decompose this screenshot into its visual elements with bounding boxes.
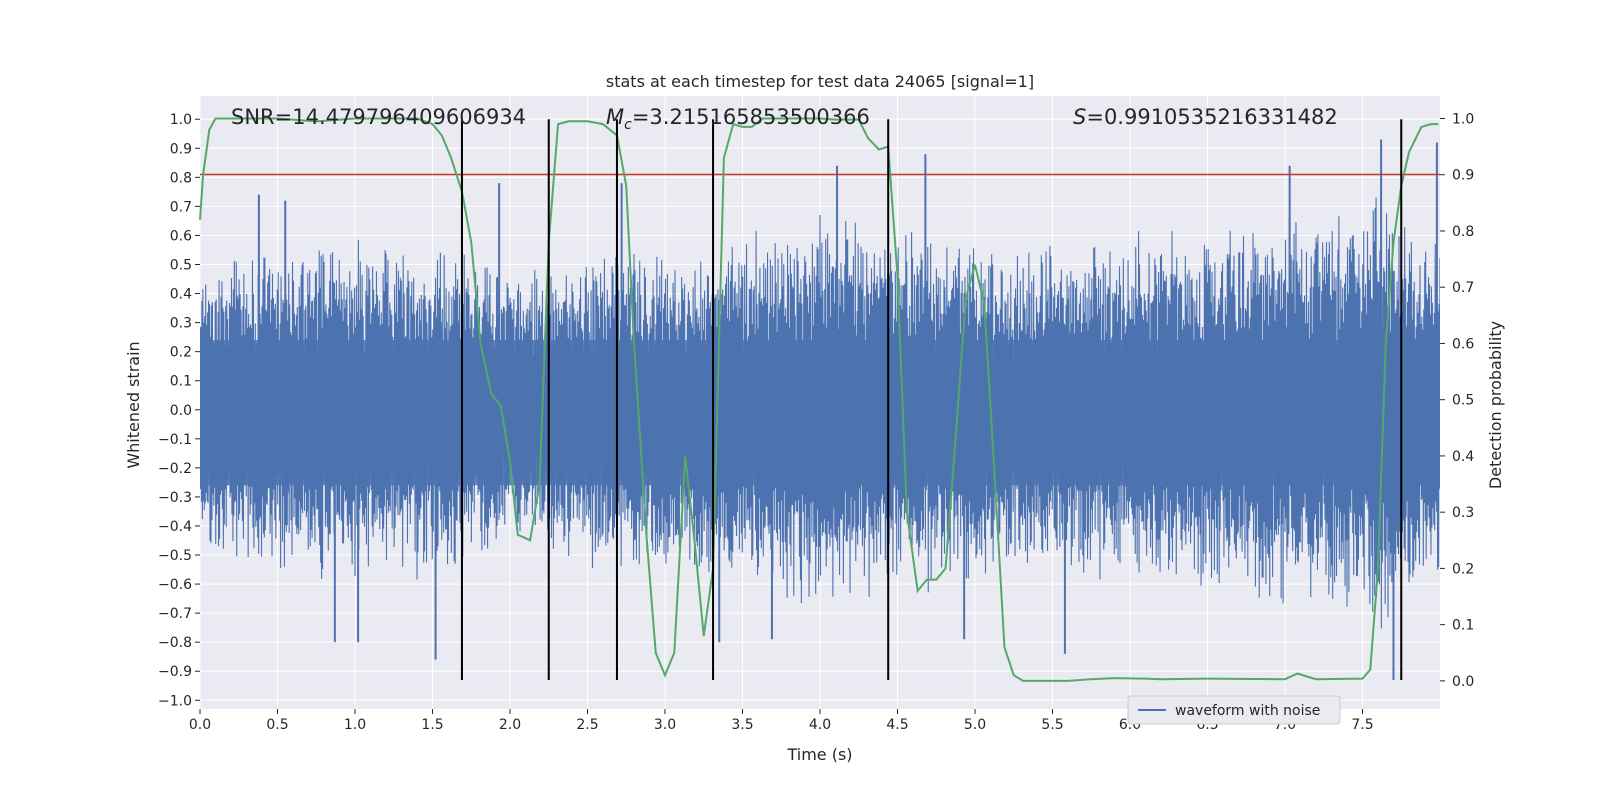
x-tick-label: 3.0 [654, 717, 676, 733]
y-left-tick-label: −1.0 [158, 693, 192, 709]
y-right-tick-label: 0.2 [1452, 561, 1474, 577]
probability-line [199, 117, 1439, 682]
y-left-tick-label: −0.1 [158, 432, 192, 448]
y-left-axis-label: Whitened strain [124, 341, 143, 468]
y-right-tick-label: 0.6 [1452, 336, 1474, 352]
y-left-axis-ticks: 1.0 0.9 0.8 0.7 0.6 0.5 0.4 0.3 0.2 0.1 0.0 −0.1 −0.… [158, 112, 200, 709]
legend: waveform with noise [1127, 695, 1341, 725]
waveform-core [200, 340, 1440, 486]
y-right-axis-ticks: 1.0 0.9 0.8 0.7 0.6 0.5 0.4 0.3 0.2 0.1 0.0 [1440, 111, 1474, 690]
y-left-tick-label: 0.3 [170, 316, 192, 332]
y-right-tick-label: 0.9 [1452, 168, 1474, 184]
chirp-mass-symbol: M [606, 105, 624, 129]
s-value: =0.9910535216331482 [1086, 105, 1337, 129]
waveform-spikes [257, 139, 1438, 680]
y-left-tick-label: −0.5 [158, 548, 192, 564]
x-tick-label: 1.0 [344, 717, 366, 733]
y-left-tick-label: 0.5 [170, 258, 192, 274]
y-left-tick-label: 0.1 [170, 374, 192, 390]
y-left-tick-label: 1.0 [170, 112, 192, 128]
legend-box [1127, 695, 1341, 725]
x-tick-label: 1.5 [421, 717, 443, 733]
x-tick-label: 0.5 [266, 717, 288, 733]
x-axis-ticks: 0.0 0.5 1.0 1.5 2.0 2.5 3.0 3.5 4.0 4.5 5.0 5.5 6.0 6… [189, 709, 1374, 733]
x-axis-label: Time (s) [786, 745, 852, 764]
y-right-tick-label: 0.3 [1452, 505, 1474, 521]
y-left-tick-label: 0.0 [170, 403, 192, 419]
x-tick-label: 4.0 [809, 717, 831, 733]
y-right-tick-label: 0.1 [1452, 618, 1474, 634]
x-tick-label: 5.0 [964, 717, 986, 733]
s-symbol: S [1073, 105, 1086, 129]
x-tick-label: 5.5 [1041, 717, 1063, 733]
y-right-tick-label: 0.4 [1452, 449, 1474, 465]
x-tick-label: 2.0 [499, 717, 521, 733]
y-left-tick-label: 0.6 [170, 228, 192, 244]
y-left-tick-label: 0.9 [170, 141, 192, 157]
y-right-tick-label: 0.8 [1452, 224, 1474, 240]
y-left-tick-label: −0.3 [158, 490, 192, 506]
y-left-tick-label: 0.8 [170, 170, 192, 186]
y-left-tick-label: −0.7 [158, 606, 192, 622]
x-tick-label: 2.5 [576, 717, 598, 733]
y-left-tick-label: −0.4 [158, 519, 192, 535]
x-tick-label: 3.5 [731, 717, 753, 733]
chirp-mass-subscript: c [624, 117, 632, 133]
y-right-tick-label: 1.0 [1452, 111, 1474, 127]
waveform-series [200, 197, 1440, 629]
vertical-markers [460, 119, 1403, 680]
y-left-tick-label: −0.9 [158, 664, 192, 680]
x-tick-label: 0.0 [189, 717, 211, 733]
y-right-tick-label: 0.5 [1452, 393, 1474, 409]
y-right-tick-label: 0.7 [1452, 280, 1474, 296]
x-tick-label: 4.5 [886, 717, 908, 733]
chirp-mass-value: =3.215165853500366 [632, 105, 870, 129]
y-left-tick-label: −0.6 [158, 577, 192, 593]
legend-entry-waveform: waveform with noise [1175, 703, 1320, 719]
snr-annotation: SNR=14.479796409606934 [231, 105, 526, 129]
y-right-tick-label: 0.0 [1452, 674, 1474, 690]
y-left-tick-label: −0.8 [158, 635, 192, 651]
y-left-tick-label: 0.4 [170, 287, 192, 303]
y-left-tick-label: 0.2 [170, 345, 192, 361]
y-left-tick-label: 0.7 [170, 199, 192, 215]
x-tick-label: 7.5 [1351, 717, 1373, 733]
s-annotation: S=0.9910535216331482 [1073, 105, 1338, 129]
chirp-mass-annotation: Mc=3.215165853500366 [606, 105, 870, 133]
y-right-axis-label: Detection probability [1486, 321, 1505, 489]
probability-series [199, 117, 1439, 682]
chart-title: stats at each timestep for test data 240… [606, 72, 1034, 91]
y-left-tick-label: −0.2 [158, 461, 192, 477]
